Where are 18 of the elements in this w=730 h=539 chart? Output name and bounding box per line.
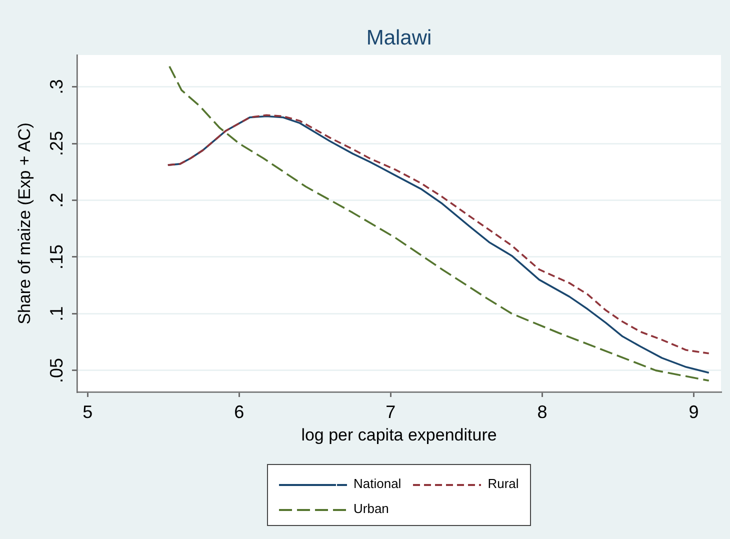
x-tick-label: 9 (688, 402, 699, 422)
legend-label: Urban (354, 501, 389, 516)
x-tick-label: 8 (537, 402, 548, 422)
x-tick-label: 7 (386, 402, 396, 422)
y-tick-label: .05 (46, 358, 66, 383)
x-tick-label: 6 (234, 402, 244, 422)
x-axis-title: log per capita expenditure (301, 425, 497, 444)
legend-label: Rural (488, 476, 519, 492)
y-tick-label: .3 (46, 79, 66, 94)
y-tick-label: .25 (46, 130, 66, 156)
y-tick-label: .1 (46, 306, 66, 322)
y-tick-label: .15 (46, 244, 66, 270)
y-axis-title: Share of maize (Exp + AC) (14, 122, 34, 324)
chart-title: Malawi (366, 26, 432, 50)
y-tick-label: .2 (46, 192, 66, 208)
legend-label: National (354, 476, 402, 492)
line-series (168, 65, 710, 382)
x-tick-label: 5 (82, 402, 93, 422)
